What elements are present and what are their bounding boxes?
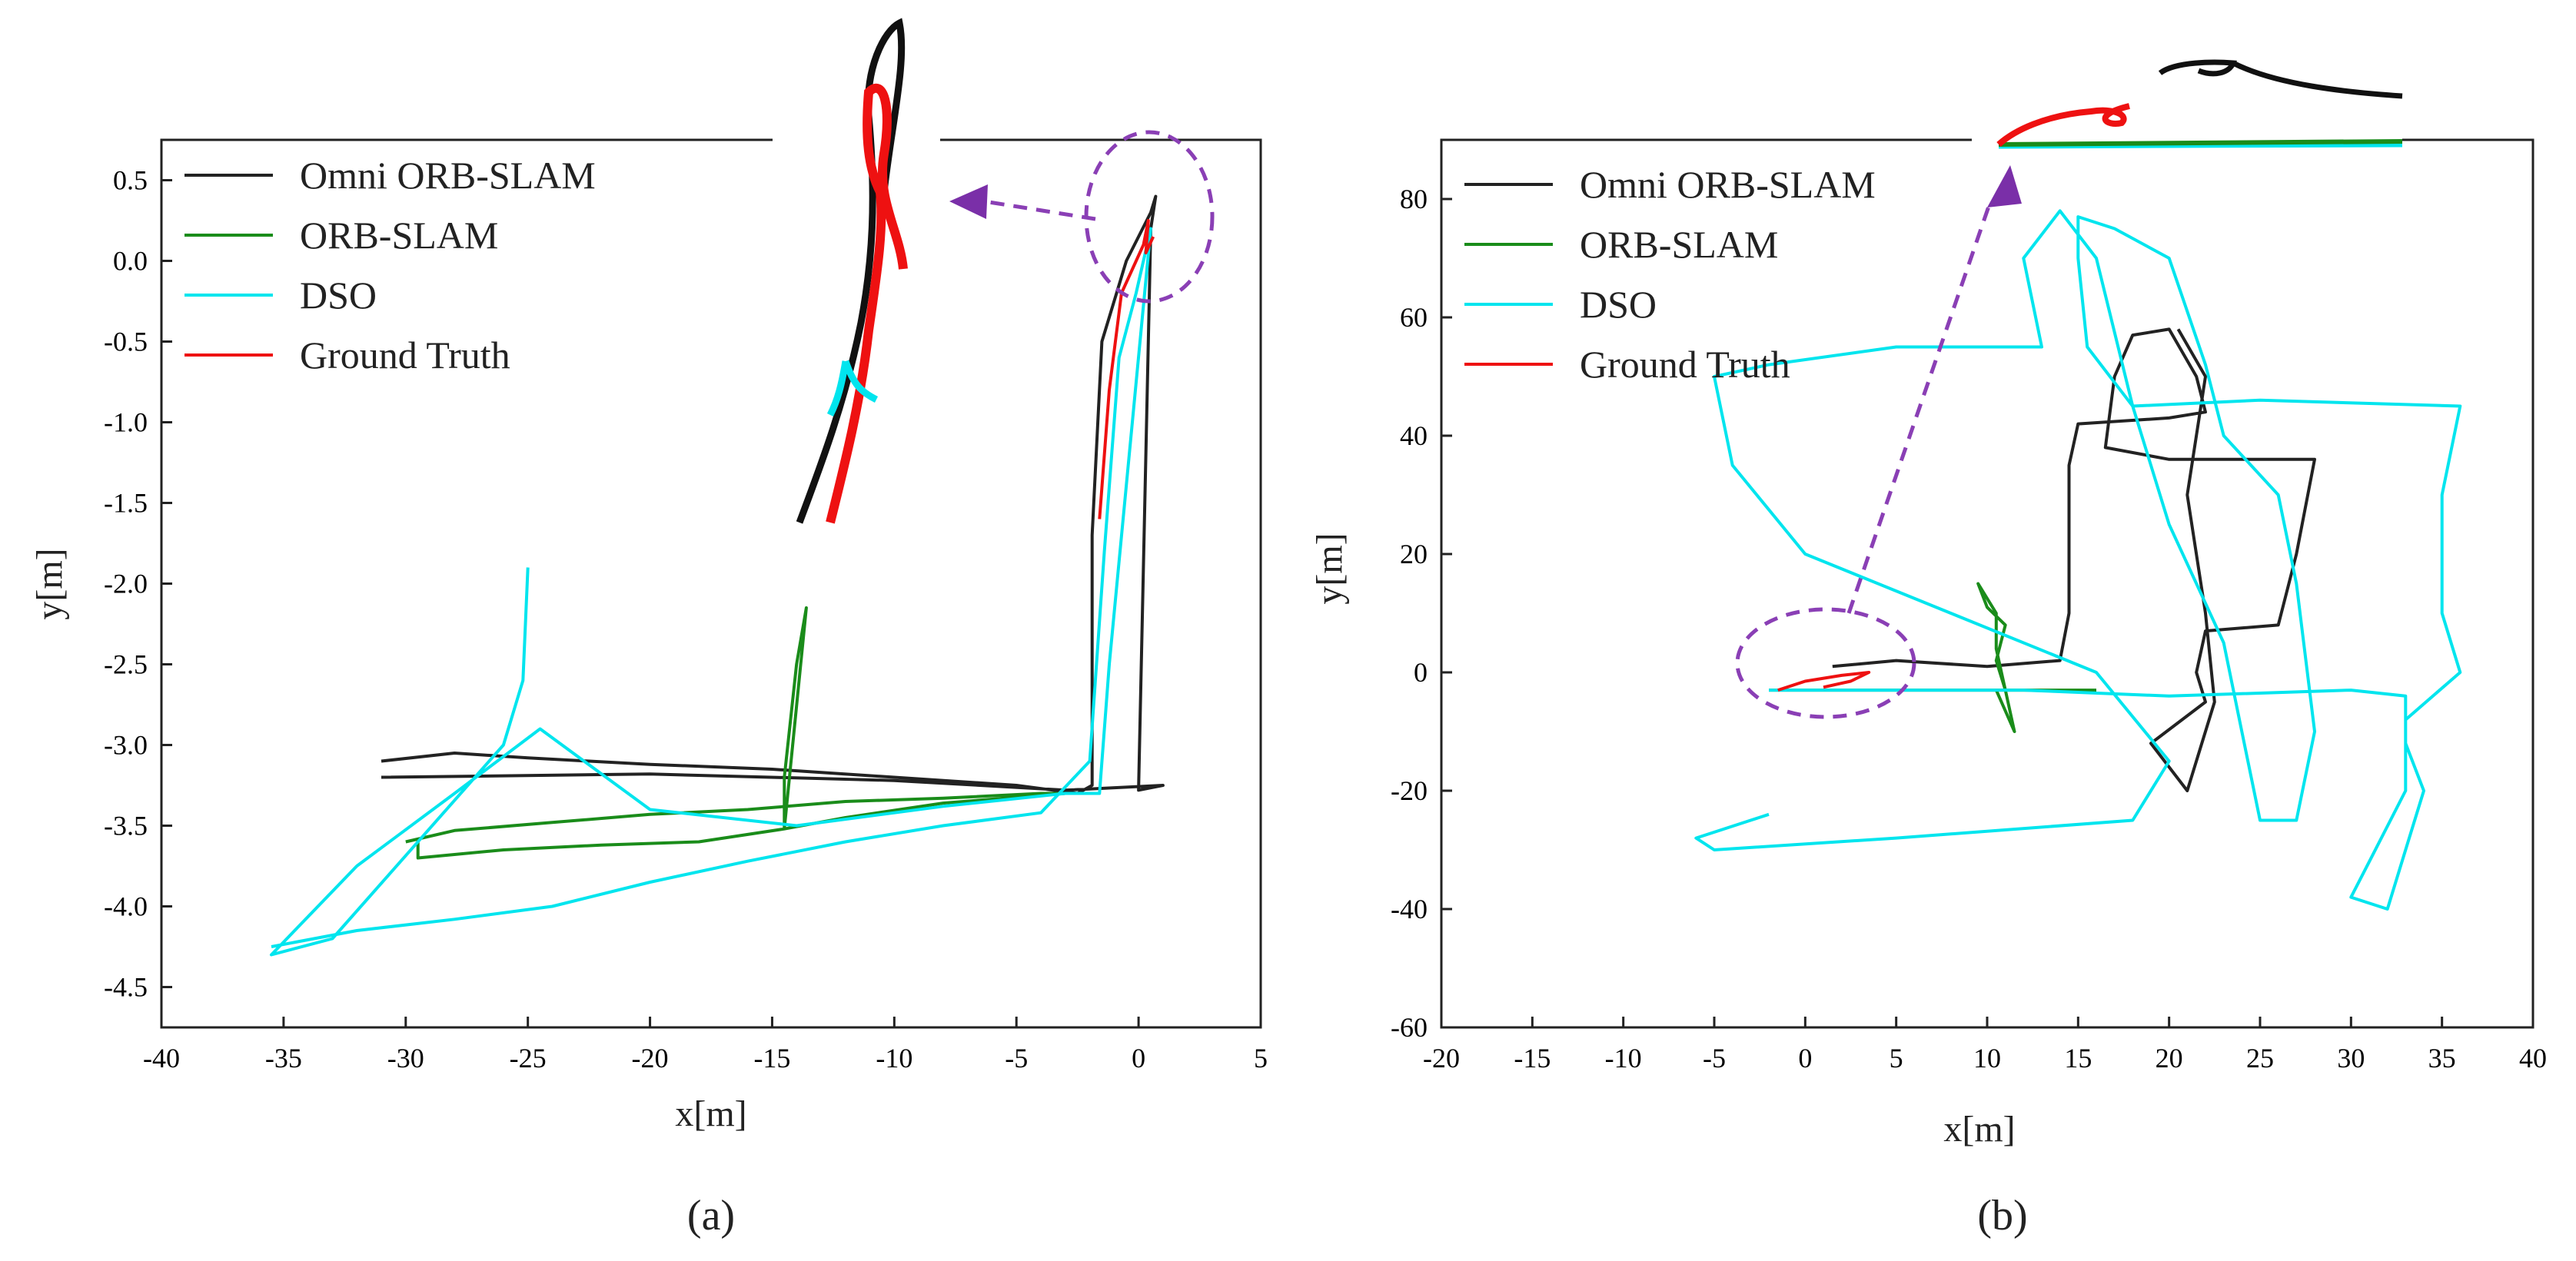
y-tick-label: -60 bbox=[1391, 1012, 1428, 1043]
axis-ticks-a: -40 -35 -30 -25 -20 -15 -10 -5 0 5 0.5 0.0 -0.5 -1.0 -… bbox=[104, 165, 1268, 1074]
series-group-b bbox=[1694, 209, 2462, 911]
x-tick-label: -10 bbox=[876, 1043, 912, 1074]
axis-ticks-b: -20 -15 -10 -5 0 5 10 15 20 25 30 35 40806040200-20-… bbox=[1391, 184, 2547, 1074]
y-tick-label: -1.0 bbox=[104, 407, 148, 438]
chart-panel-a: -40 -35 -30 -25 -20 -15 -10 -5 0 5 0.5 0.0 -0.5 -1.0 -… bbox=[29, 18, 1268, 1239]
legend-label: Ground Truth bbox=[1580, 343, 1790, 386]
y-tick-label: -4.0 bbox=[104, 891, 148, 922]
zoom-arrowhead-b bbox=[1987, 165, 2022, 207]
legend-label: ORB-SLAM bbox=[1580, 223, 1778, 266]
x-tick-label: 35 bbox=[2428, 1043, 2456, 1074]
legend-a: Omni ORB-SLAM ORB-SLAM DSO Ground Truth bbox=[184, 154, 596, 377]
legend-label: DSO bbox=[300, 274, 377, 317]
legend-b: Omni ORB-SLAM ORB-SLAM DSO Ground Truth bbox=[1464, 163, 1876, 386]
y-tick-label: -2.5 bbox=[104, 649, 148, 680]
y-tick-label: 60 bbox=[1400, 302, 1428, 333]
series-line-ground-truth bbox=[1098, 219, 1155, 519]
x-tick-label: 30 bbox=[2337, 1043, 2365, 1074]
y-tick-label: -4.5 bbox=[104, 972, 148, 1003]
x-tick-label: 5 bbox=[1254, 1043, 1268, 1074]
x-axis-title-b: x[m] bbox=[1943, 1109, 2015, 1150]
x-tick-label: -15 bbox=[753, 1043, 790, 1074]
x-tick-label: -35 bbox=[265, 1043, 302, 1074]
x-tick-label: -40 bbox=[143, 1043, 180, 1074]
x-tick-label: 0 bbox=[1132, 1043, 1145, 1074]
x-tick-label: -20 bbox=[1423, 1043, 1460, 1074]
x-tick-label: 40 bbox=[2519, 1043, 2547, 1074]
legend-label: Ground Truth bbox=[300, 334, 510, 377]
x-tick-label: -5 bbox=[1703, 1043, 1726, 1074]
legend-label: Omni ORB-SLAM bbox=[300, 154, 596, 197]
legend-label: Omni ORB-SLAM bbox=[1580, 163, 1876, 206]
x-axis-title-a: x[m] bbox=[675, 1093, 746, 1134]
series-line-omni-orb-slam bbox=[381, 194, 1165, 795]
x-tick-label: -10 bbox=[1605, 1043, 1642, 1074]
y-axis-title-a: y[m] bbox=[29, 548, 70, 619]
x-tick-label: 0 bbox=[1798, 1043, 1812, 1074]
series-line-omni-orb-slam bbox=[1832, 327, 2316, 792]
x-tick-label: -20 bbox=[632, 1043, 669, 1074]
y-tick-label: 0.5 bbox=[113, 165, 148, 196]
series-line-ground-truth bbox=[1777, 671, 1871, 692]
legend-label: DSO bbox=[1580, 283, 1657, 326]
x-tick-label: -5 bbox=[1005, 1043, 1028, 1074]
zoom-arrow-b bbox=[1846, 199, 1993, 614]
y-tick-label: -40 bbox=[1391, 894, 1428, 924]
plot-frame-b bbox=[1440, 138, 2534, 1029]
x-tick-label: 15 bbox=[2064, 1043, 2092, 1074]
y-tick-label: 80 bbox=[1400, 184, 1428, 214]
caption-a: (a) bbox=[687, 1192, 735, 1239]
zoom-arrowhead-a bbox=[949, 184, 988, 219]
x-tick-label: 25 bbox=[2246, 1043, 2274, 1074]
y-tick-label: 40 bbox=[1400, 420, 1428, 451]
y-tick-label: -2.0 bbox=[104, 569, 148, 599]
x-tick-label: -30 bbox=[387, 1043, 424, 1074]
x-tick-label: 10 bbox=[1973, 1043, 2001, 1074]
legend-label: ORB-SLAM bbox=[300, 214, 498, 257]
inset-zoom-a bbox=[796, 18, 908, 524]
y-tick-label: -1.5 bbox=[104, 488, 148, 519]
zoom-ellipse-b bbox=[1735, 607, 1916, 719]
x-tick-label: -15 bbox=[1514, 1043, 1551, 1074]
caption-b: (b) bbox=[1977, 1192, 2027, 1239]
zoom-arrow-a bbox=[983, 199, 1096, 221]
y-tick-label: -20 bbox=[1391, 775, 1428, 806]
x-tick-label: 5 bbox=[1890, 1043, 1903, 1074]
chart-panel-b: -20 -15 -10 -5 0 5 10 15 20 25 30 35 40806040200-20-… bbox=[1309, 59, 2547, 1239]
y-tick-label: 0.0 bbox=[113, 246, 148, 277]
y-tick-label: 20 bbox=[1400, 539, 1428, 569]
y-tick-label: 0 bbox=[1414, 657, 1428, 688]
series-line-dso bbox=[270, 227, 1152, 957]
y-tick-label: -3.0 bbox=[104, 730, 148, 761]
inset-zoom-b bbox=[1996, 59, 2403, 149]
x-tick-label: -25 bbox=[510, 1043, 547, 1074]
inset-gap-a bbox=[773, 132, 940, 148]
y-axis-title-b: y[m] bbox=[1309, 533, 1350, 604]
series-line-dso bbox=[1694, 209, 2462, 911]
x-tick-label: 20 bbox=[2156, 1043, 2183, 1074]
series-group-a bbox=[270, 194, 1165, 957]
y-tick-label: -3.5 bbox=[104, 811, 148, 841]
y-tick-label: -0.5 bbox=[104, 327, 148, 357]
